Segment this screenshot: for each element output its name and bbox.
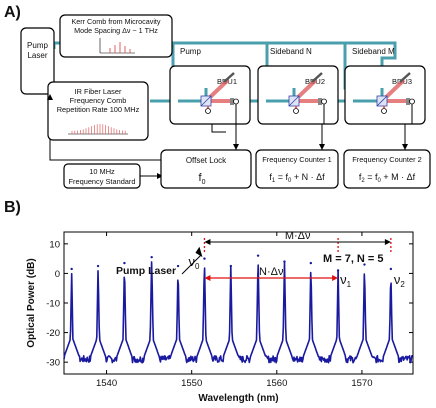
n-delta-nu-label: N·Δν — [259, 266, 284, 278]
spectral-peak — [150, 255, 153, 259]
svg-text:Mode Spacing Δν ~ 1 THz: Mode Spacing Δν ~ 1 THz — [74, 26, 158, 35]
y-tick-label: 10 — [49, 239, 60, 250]
frequency-standard-box: 10 MHz Frequency Standard — [63, 163, 163, 189]
grating-icon — [223, 72, 235, 83]
svg-text:Frequency Counter 2: Frequency Counter 2 — [352, 155, 421, 164]
panel-a-letter: A) — [4, 4, 21, 21]
spectrum-trace — [63, 260, 413, 364]
bdu-module: BDU2 — [257, 65, 339, 125]
frequency-counter-1-box: Frequency Counter 1 f1 = f0 + N · Δf — [255, 149, 339, 189]
ir-spectrum-icon — [71, 124, 126, 134]
nu1-label: ν1 — [340, 272, 352, 289]
frequency-counter-2-box: Frequency Counter 2 f2 = f0 + M · Δf — [343, 149, 431, 189]
x-tick-label: 1560 — [266, 378, 287, 389]
svg-text:Offset Lock: Offset Lock — [186, 156, 227, 165]
m-delta-nu-label: M·Δν — [285, 230, 311, 242]
svg-text:Laser: Laser — [27, 51, 47, 60]
x-tick-label: 1570 — [351, 378, 372, 389]
spectral-peak — [336, 269, 340, 272]
svg-text:Pump: Pump — [27, 41, 48, 50]
detector-icon — [381, 108, 387, 114]
offset-lock-box: Offset Lock f0 — [160, 149, 252, 189]
detector-icon — [293, 108, 299, 114]
nu2-label: ν2 — [394, 272, 406, 289]
spectral-peak — [96, 264, 100, 268]
detector-icon — [321, 98, 327, 105]
beam-label-sideband-n: Sideband N — [270, 47, 312, 56]
counter1-equation: f1 = f0 + N · Δf — [269, 172, 325, 184]
mn-annotation: M = 7, N = 5 — [323, 253, 384, 265]
spectral-peak — [176, 264, 180, 268]
y-tick-label: -20 — [46, 328, 60, 339]
y-tick-label: -10 — [46, 299, 60, 310]
detector-icon — [205, 108, 211, 114]
detector-icon — [409, 98, 415, 105]
grating-icon — [311, 72, 323, 83]
grating-icon — [399, 72, 411, 83]
svg-text:IR Fiber Laser: IR Fiber Laser — [75, 87, 122, 96]
svg-text:f0: f0 — [199, 172, 206, 186]
y-axis: -30 -20 -10 0 10 — [46, 239, 413, 369]
y-tick-label: 0 — [55, 269, 60, 280]
bdu-module: BDU3 — [344, 65, 426, 125]
spectral-peak — [123, 261, 126, 265]
x-axis-label: Wavelength (nm) — [198, 393, 278, 404]
x-axis: 1540 1550 1560 1570 — [96, 232, 372, 389]
y-tick-label: -30 — [46, 358, 60, 369]
detector-icon — [230, 98, 234, 105]
beam-label-pump: Pump — [180, 47, 201, 56]
spectral-peak — [363, 263, 366, 266]
pump-pointer — [181, 255, 201, 275]
nu0-label: ν0 — [188, 254, 200, 271]
kerr-spectrum-icon — [109, 42, 131, 53]
panel-b-letter: B) — [4, 199, 21, 216]
spectral-peak — [203, 257, 206, 260]
pump-laser-annotation: Pump Laser — [116, 265, 176, 277]
svg-text:Repetition Rate 100 MHz: Repetition Rate 100 MHz — [57, 105, 140, 114]
spectral-peak — [70, 267, 73, 271]
x-tick-label: 1550 — [181, 378, 202, 389]
svg-text:Frequency Counter 1: Frequency Counter 1 — [262, 155, 331, 164]
spectral-peak — [309, 261, 313, 265]
frequency-markers: ν0 ν1 ν2 — [181, 238, 406, 289]
beam-label-sideband-m: Sideband M — [352, 47, 395, 56]
y-axis-label: Optical Power (dB) — [26, 258, 37, 347]
detector-icon — [233, 98, 239, 105]
svg-text:Frequency Comb: Frequency Comb — [70, 96, 127, 105]
svg-text:Frequency Standard: Frequency Standard — [69, 177, 136, 186]
spectral-peak — [229, 264, 233, 268]
svg-text:Kerr Comb from Microcavity: Kerr Comb from Microcavity — [71, 17, 160, 26]
bdu-module: BDU1 — [169, 65, 251, 125]
ir-comb-box: IR Fiber Laser Frequency Comb Repetition… — [47, 81, 149, 141]
kerr-comb-box: Kerr Comb from Microcavity Mode Spacing … — [59, 14, 173, 58]
bdu-modules: BDU1BDU2BDU3 — [47, 65, 426, 150]
x-tick-label: 1540 — [96, 378, 117, 389]
svg-text:10 MHz: 10 MHz — [89, 167, 115, 176]
spectral-peak — [256, 254, 260, 257]
detector-icon — [406, 98, 410, 105]
spectral-peak — [283, 260, 286, 263]
spectrum-chart: -30 -20 -10 0 10 1540 1550 1560 1570 ν0 ν1 ν2 Wav… — [26, 230, 414, 404]
counter2-equation: f2 = f0 + M · Δf — [359, 172, 416, 184]
spectral-peak — [389, 267, 393, 271]
detector-icon — [318, 98, 322, 105]
peaks — [70, 254, 393, 272]
pump-laser-box: Pump Laser — [20, 27, 55, 95]
